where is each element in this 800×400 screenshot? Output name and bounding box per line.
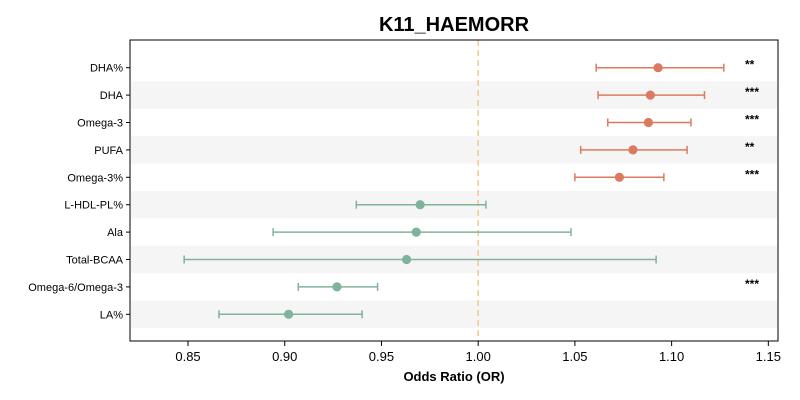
estimate-marks (183, 63, 725, 319)
x-tick-label: 0.85 (175, 349, 200, 364)
significance-label: ** (745, 140, 755, 154)
estimate-point (411, 227, 421, 237)
significance-label: *** (745, 277, 759, 291)
y-tick-label: Omega-3 (77, 118, 123, 130)
estimate-point (284, 309, 294, 319)
x-tick-label: 1.05 (562, 349, 587, 364)
chart-title: K11_HAEMORR (379, 14, 530, 36)
y-tick-label: L-HDL-PL% (64, 200, 123, 212)
y-tick-label: LA% (100, 309, 123, 321)
significance-label: ** (745, 58, 755, 72)
x-tick-label: 1.10 (659, 349, 684, 364)
estimate-point (628, 145, 638, 155)
axes-frame (129, 39, 779, 342)
y-tick-label: DHA% (90, 63, 123, 75)
y-tick-label: Omega-3% (67, 172, 123, 184)
estimate-point (402, 254, 412, 265)
plot-frame (129, 39, 779, 342)
x-axis-label: Odds Ratio (OR) (403, 369, 504, 384)
x-axis-ticks: 0.85 0.90 0.95 1.00 1.05 1.10 1.15 (175, 341, 781, 364)
significance-label: *** (745, 167, 759, 181)
estimate-point (614, 172, 624, 182)
significance-label: *** (745, 113, 759, 127)
estimate-point (653, 63, 663, 73)
estimate-point (643, 117, 654, 128)
x-tick-label: 1.00 (466, 349, 491, 364)
y-tick-label: Omega-6/Omega-3 (28, 282, 123, 294)
significance-label: *** (745, 85, 759, 99)
y-axis-labels: DHA% DHA Omega-3 PUFA Omega-3% L-HDL-PL% Ala To… (28, 63, 130, 321)
significance-stars: **************** (745, 58, 759, 291)
x-tick-label: 0.90 (272, 349, 297, 364)
estimate-point (415, 200, 425, 210)
estimate-point (645, 90, 655, 100)
y-tick-label: Total-BCAA (66, 255, 124, 267)
y-tick-label: PUFA (94, 145, 123, 157)
x-tick-label: 0.95 (369, 349, 394, 364)
estimate-point (332, 282, 342, 292)
y-tick-label: Ala (107, 227, 124, 239)
x-tick-label: 1.15 (756, 349, 781, 364)
y-tick-label: DHA (100, 90, 124, 102)
